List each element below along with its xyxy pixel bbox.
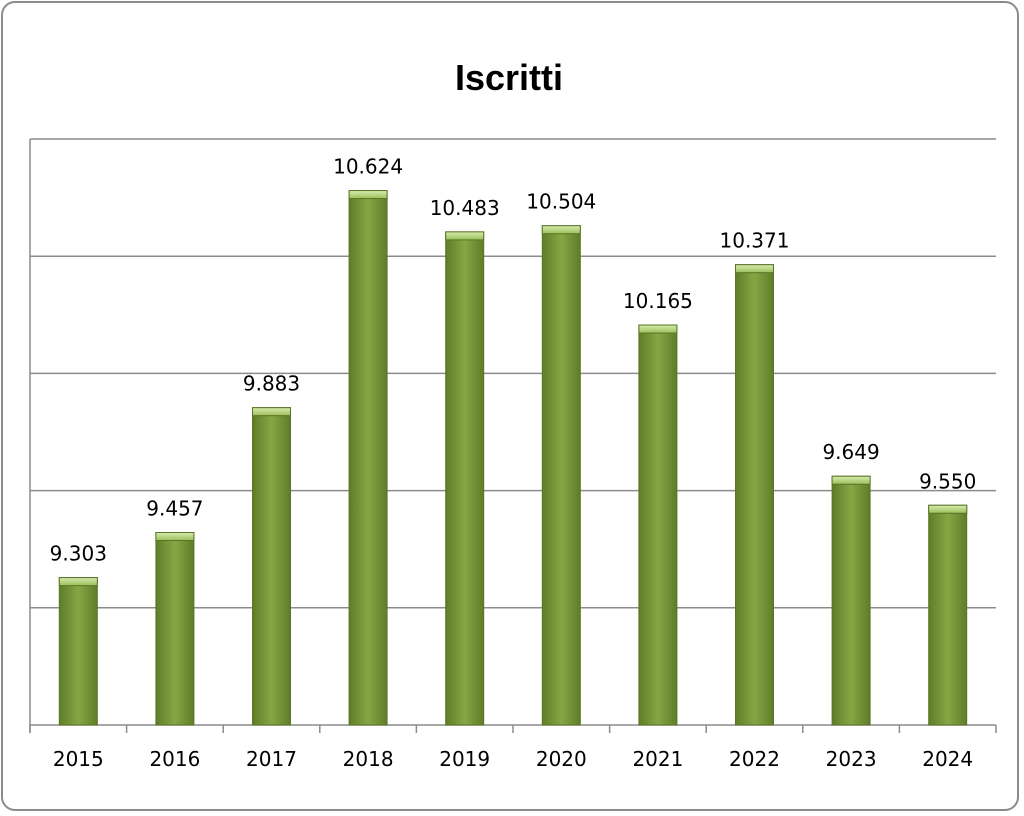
data-label: 10.165 bbox=[623, 289, 693, 313]
x-tick-label: 2023 bbox=[826, 747, 877, 771]
x-tick-label: 2019 bbox=[439, 747, 490, 771]
x-tick-label: 2024 bbox=[922, 747, 973, 771]
data-label: 9.550 bbox=[919, 469, 976, 493]
x-tick-label: 2016 bbox=[149, 747, 200, 771]
bar-2018 bbox=[348, 190, 388, 726]
x-tick-label: 2018 bbox=[343, 747, 394, 771]
data-label: 10.371 bbox=[720, 229, 790, 253]
bar-2021 bbox=[638, 324, 678, 726]
x-tick-label: 2017 bbox=[246, 747, 297, 771]
x-tick-label: 2022 bbox=[729, 747, 780, 771]
bars bbox=[58, 190, 968, 726]
bar-2023 bbox=[831, 475, 871, 726]
data-label: 9.883 bbox=[243, 372, 300, 396]
x-tick-label: 2021 bbox=[632, 747, 683, 771]
bar-2016 bbox=[155, 531, 195, 726]
data-label: 10.504 bbox=[526, 190, 596, 214]
data-label: 9.457 bbox=[146, 496, 203, 520]
chart-title: Iscritti bbox=[454, 57, 564, 98]
bar-2015 bbox=[58, 577, 98, 726]
x-tick-label: 2020 bbox=[536, 747, 587, 771]
x-tick-labels: 2015 2016 2017 2018 2019 2020 2021 2022 2023 2024 bbox=[53, 747, 973, 771]
bar-2019 bbox=[445, 231, 485, 726]
bar-2017 bbox=[252, 407, 291, 726]
data-label: 9.649 bbox=[822, 440, 879, 464]
data-label: 9.303 bbox=[50, 542, 107, 566]
data-label: 10.483 bbox=[430, 196, 500, 220]
x-tick-label: 2015 bbox=[53, 747, 104, 771]
data-label: 10.624 bbox=[333, 155, 403, 179]
bar-2020 bbox=[541, 225, 581, 726]
data-labels: 9.303 9.457 9.883 10.624 10.483 10.504 10.165 1… bbox=[50, 155, 977, 566]
bar-2024 bbox=[928, 504, 968, 726]
bar-2022 bbox=[735, 264, 774, 726]
